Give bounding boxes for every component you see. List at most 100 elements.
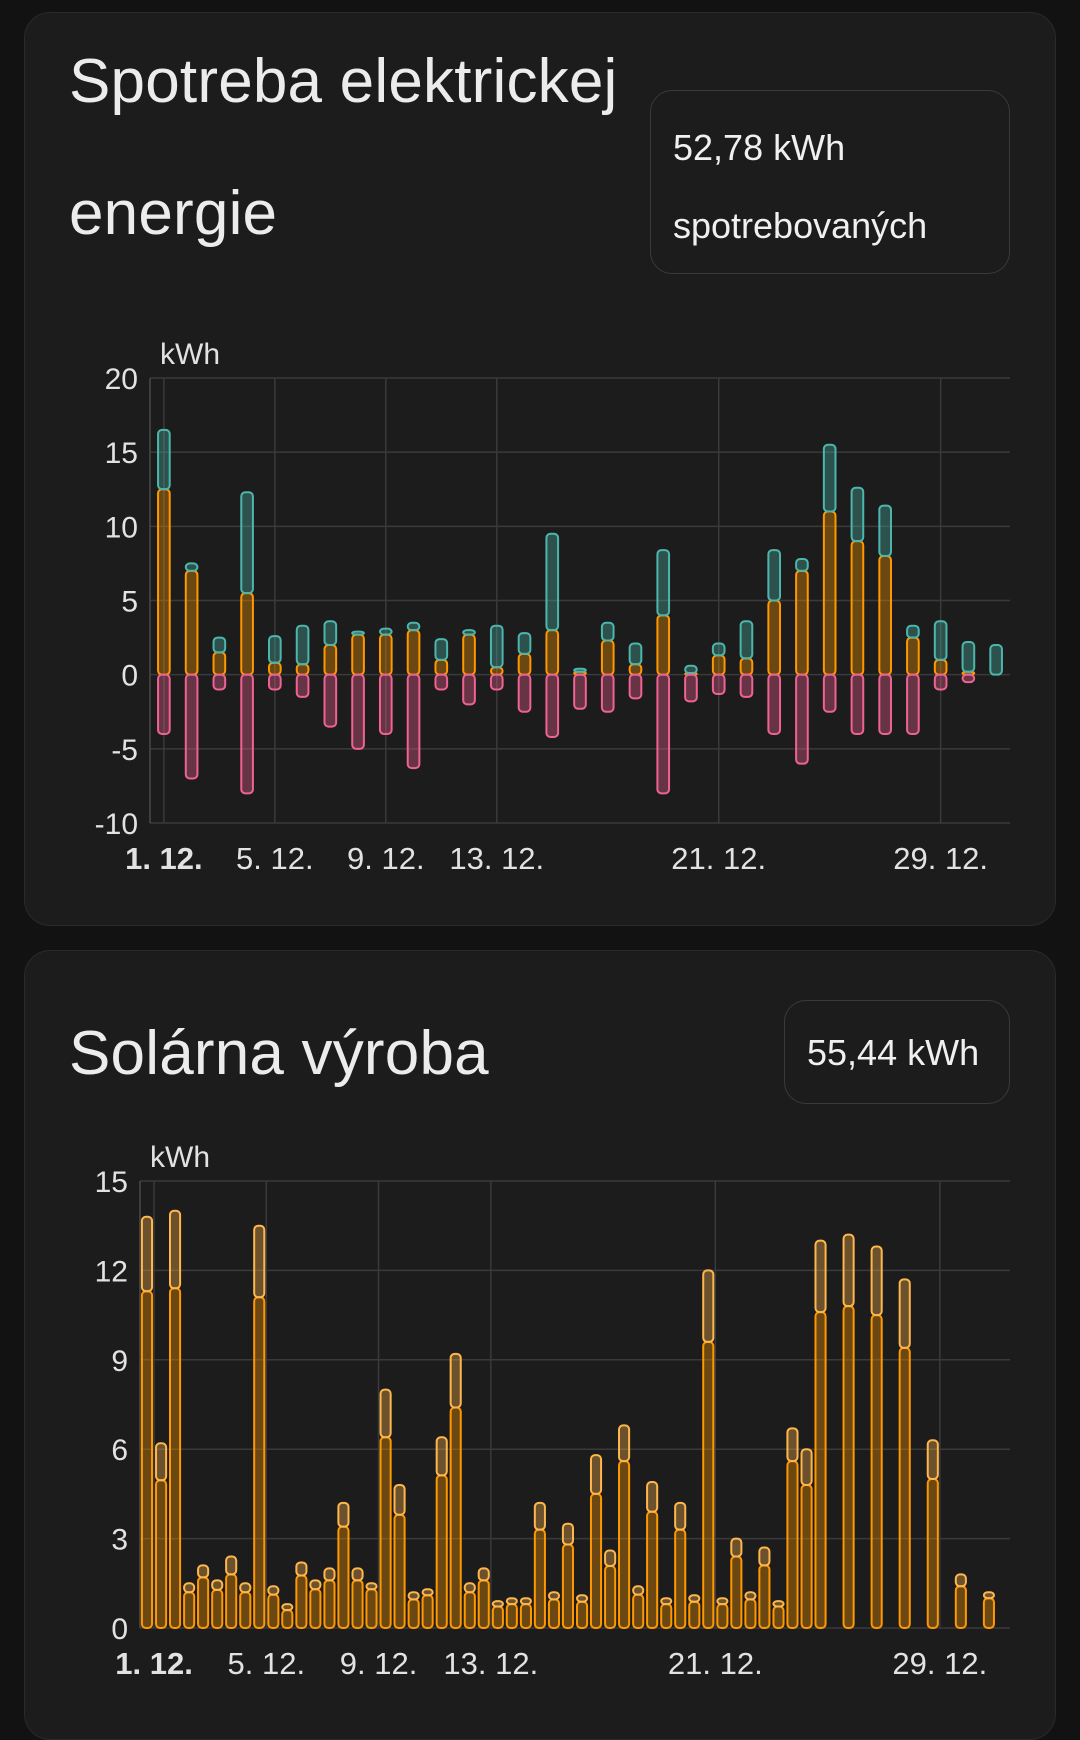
solar-bar-actual — [646, 1510, 659, 1630]
solar-bar-secondary-top — [463, 1582, 476, 1594]
solar-xtick-label: 9. 12. — [340, 1646, 418, 1681]
solar-bar-secondary-top — [604, 1549, 617, 1568]
solar-title: Solárna výroba — [69, 1019, 489, 1088]
consumption-bar-grid — [212, 636, 227, 654]
solar-xtick-label: 29. 12. — [892, 1646, 987, 1681]
consumption-bar-solar — [240, 592, 254, 676]
consumption-bar-export — [268, 673, 282, 691]
solar-ytick-label: 15 — [95, 1166, 128, 1199]
consumption-bar-export — [489, 673, 504, 691]
consumption-bar-grid — [573, 667, 587, 673]
consumption-bar-solar — [545, 629, 560, 676]
consumption-bar-grid — [268, 635, 282, 664]
consumption-bar-grid — [906, 624, 920, 639]
consumption-bar-solar — [850, 540, 865, 676]
solar-bar-forecast — [168, 1209, 182, 1290]
solar-ytick-label: 3 — [111, 1524, 128, 1557]
consumption-bar-export — [656, 673, 671, 795]
solar-bar-actual — [702, 1340, 715, 1630]
consumption-bar-export — [795, 673, 809, 765]
consumption-ytick-label: -5 — [111, 734, 138, 767]
solar-bar-forecast — [786, 1427, 799, 1463]
solar-bar-secondary-top — [323, 1567, 336, 1582]
consumption-bar-grid — [767, 549, 782, 602]
solar-bar-secondary-top — [351, 1567, 364, 1582]
solar-ytick-label: 0 — [111, 1613, 128, 1646]
consumption-bar-export — [684, 673, 698, 703]
solar-bar-actual — [954, 1585, 967, 1630]
consumption-bar-solar — [878, 555, 892, 676]
solar-bar-secondary — [295, 1574, 308, 1629]
consumption-bar-solar — [933, 658, 948, 676]
consumption-xtick-label: 21. 12. — [671, 841, 766, 876]
solar-bar-secondary — [744, 1598, 757, 1629]
solar-bar-forecast — [926, 1439, 939, 1481]
solar-bar-forecast — [618, 1424, 631, 1463]
consumption-bar-solar — [434, 658, 449, 676]
solar-bar-actual — [533, 1528, 546, 1630]
solar-bar-actual — [561, 1543, 575, 1630]
solar-xtick-label: 5. 12. — [228, 1646, 306, 1681]
solar-bar-actual — [926, 1478, 939, 1629]
consumption-bar-solar — [906, 636, 920, 676]
consumption-bar-export — [184, 673, 199, 780]
solar-bar-actual — [449, 1406, 462, 1629]
consumption-bar-export — [878, 673, 892, 736]
consumption-bar-export — [711, 673, 726, 695]
consumption-ytick-label: 5 — [121, 586, 138, 619]
solar-bar-forecast — [702, 1269, 715, 1343]
consumption-bar-grid — [434, 638, 449, 661]
consumption-bar-grid — [878, 504, 892, 558]
consumption-ytick-label: 20 — [105, 363, 138, 396]
consumption-xtick-label: 13. 12. — [449, 841, 544, 876]
consumption-bar-export — [434, 673, 449, 691]
solar-bar-actual — [168, 1287, 182, 1630]
consumption-bar-solar — [157, 488, 171, 676]
consumption-ytick-label: -10 — [95, 808, 138, 841]
solar-bar-secondary — [351, 1579, 364, 1629]
solar-bar-actual — [140, 1290, 154, 1629]
consumption-bar-grid — [989, 644, 1003, 676]
solar-bar-secondary-top — [239, 1582, 252, 1594]
solar-bar-secondary — [491, 1605, 504, 1629]
solar-bar-secondary — [379, 1436, 392, 1630]
solar-bar-secondary-top — [155, 1442, 168, 1482]
solar-bar-forecast — [309, 1579, 322, 1591]
solar-bar-secondary-top — [183, 1582, 196, 1594]
solar-bar-secondary-top — [744, 1591, 757, 1601]
consumption-bar-grid — [822, 443, 837, 513]
consumption-bar-grid — [545, 532, 560, 632]
consumption-bar-grid — [295, 624, 310, 666]
consumption-bar-grid — [684, 664, 698, 675]
consumption-bar-export — [906, 673, 920, 736]
consumption-bar-grid — [184, 562, 199, 572]
consumption-bar-export — [517, 673, 532, 713]
consumption-bar-solar — [184, 569, 199, 676]
solar-bar-forecast — [393, 1483, 406, 1516]
consumption-bar-solar — [489, 666, 504, 676]
solar-bar-secondary — [407, 1598, 420, 1629]
consumption-bar-solar — [767, 599, 782, 676]
consumption-bar-solar — [295, 663, 310, 676]
solar-bar-secondary-top — [295, 1561, 308, 1577]
solar-bar-secondary — [688, 1600, 701, 1630]
consumption-ytick-label: 15 — [105, 437, 138, 470]
solar-bar-secondary-top — [519, 1597, 532, 1606]
solar-bar-actual — [870, 1314, 883, 1629]
consumption-bar-grid — [933, 620, 948, 661]
solar-bar-forecast — [589, 1454, 603, 1495]
solar-bar-forecast — [646, 1480, 659, 1513]
solar-bar-secondary — [323, 1579, 336, 1629]
solar-bar-secondary — [632, 1593, 645, 1630]
consumption-bar-solar — [600, 639, 615, 676]
solar-bar-forecast — [197, 1564, 210, 1579]
consumption-bar-solar — [739, 657, 754, 676]
consumption-bar-solar — [351, 633, 365, 676]
consumption-total-badge[interactable]: 52,78 kWh spotrebovaných — [650, 90, 1010, 274]
consumption-bar-solar — [212, 651, 227, 676]
solar-bar-secondary-top — [435, 1436, 448, 1477]
solar-bar-secondary-top — [576, 1594, 589, 1603]
solar-total-badge[interactable]: 55,44 kWh — [784, 1000, 1010, 1104]
consumption-bar-grid — [628, 642, 643, 666]
